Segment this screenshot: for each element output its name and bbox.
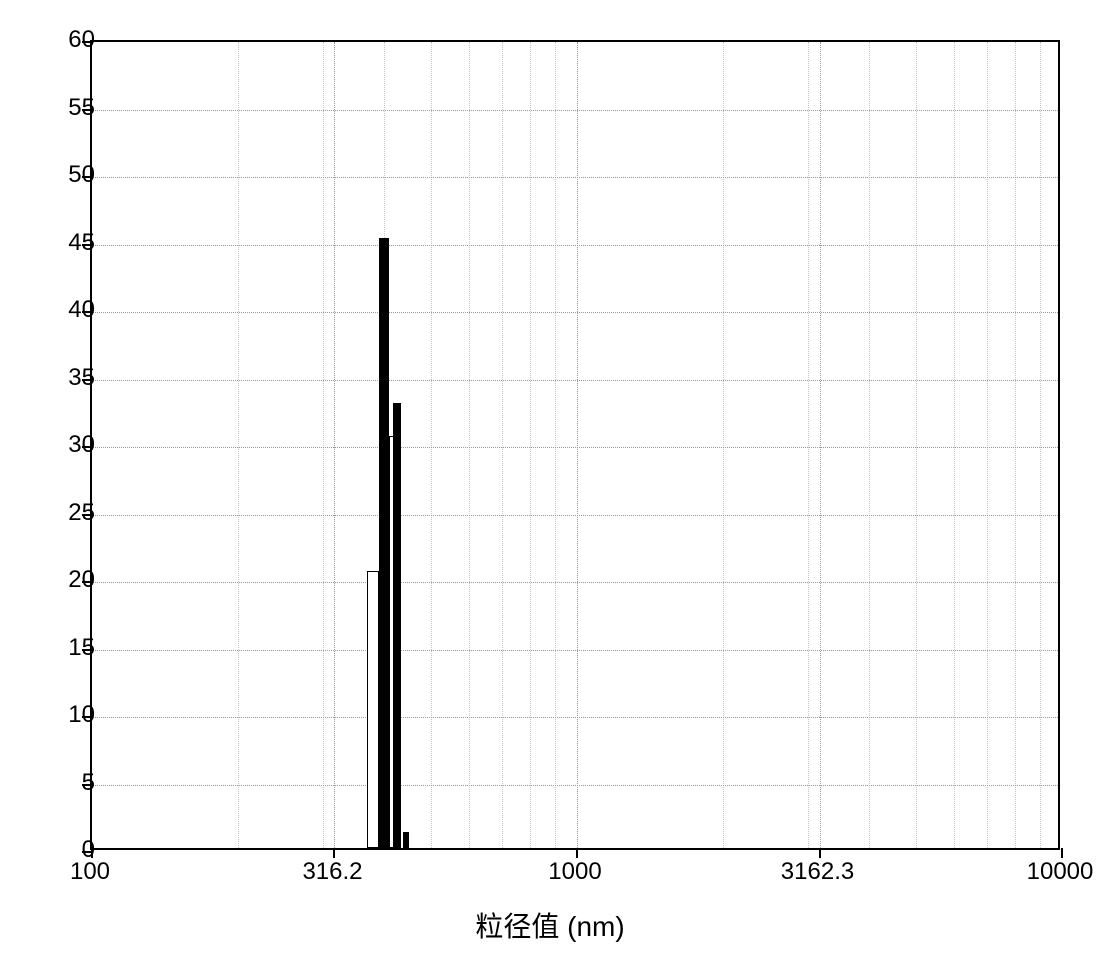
x-axis-title: 粒径值 (nm) xyxy=(475,905,624,945)
y-tick-label: 20 xyxy=(68,566,95,594)
gridline-horizontal xyxy=(92,582,1058,583)
gridline-horizontal xyxy=(92,177,1058,178)
gridline-vertical xyxy=(820,42,821,848)
y-tick-label: 55 xyxy=(68,94,95,122)
gridline-vertical xyxy=(334,42,335,848)
gridline-vertical-minor xyxy=(723,42,724,848)
gridline-vertical-minor xyxy=(431,42,432,848)
y-tick-label: 40 xyxy=(68,296,95,324)
x-tick-label: 316.2 xyxy=(302,858,362,886)
chart-container: 粒径值 (nm) 051015202530354045505560100316.… xyxy=(20,20,1080,940)
y-tick-label: 50 xyxy=(68,161,95,189)
x-tick-label: 10000 xyxy=(1027,858,1094,886)
histogram-bar xyxy=(367,571,379,848)
gridline-vertical-minor xyxy=(530,42,531,848)
gridline-horizontal xyxy=(92,380,1058,381)
x-tick xyxy=(1061,848,1063,858)
gridline-vertical-minor xyxy=(469,42,470,848)
gridline-horizontal xyxy=(92,515,1058,516)
gridline-horizontal xyxy=(92,650,1058,651)
y-tick-label: 35 xyxy=(68,364,95,392)
gridline-vertical xyxy=(577,42,578,848)
x-tick xyxy=(819,848,821,858)
gridline-horizontal xyxy=(92,785,1058,786)
y-tick-label: 15 xyxy=(68,634,95,662)
x-tick-label: 100 xyxy=(70,858,110,886)
gridline-horizontal xyxy=(92,447,1058,448)
x-tick xyxy=(333,848,335,858)
gridline-vertical-minor xyxy=(987,42,988,848)
gridline-horizontal xyxy=(92,245,1058,246)
gridline-vertical-minor xyxy=(555,42,556,848)
gridline-vertical-minor xyxy=(916,42,917,848)
y-tick-label: 10 xyxy=(68,701,95,729)
plot-area xyxy=(90,40,1060,850)
x-tick xyxy=(576,848,578,858)
histogram-bar xyxy=(393,403,401,849)
gridline-vertical-minor xyxy=(954,42,955,848)
y-tick-label: 30 xyxy=(68,431,95,459)
gridline-vertical-minor xyxy=(502,42,503,848)
gridline-horizontal xyxy=(92,312,1058,313)
y-tick-label: 25 xyxy=(68,499,95,527)
histogram-bar xyxy=(379,238,389,848)
y-tick-label: 5 xyxy=(82,769,95,797)
gridline-vertical-minor xyxy=(238,42,239,848)
gridline-horizontal xyxy=(92,717,1058,718)
y-tick-label: 60 xyxy=(68,26,95,54)
x-tick-label: 1000 xyxy=(548,858,601,886)
gridline-vertical-minor xyxy=(808,42,809,848)
gridline-horizontal xyxy=(92,110,1058,111)
x-tick-label: 3162.3 xyxy=(781,858,854,886)
gridline-vertical-minor xyxy=(323,42,324,848)
histogram-bar xyxy=(403,832,409,848)
gridline-vertical-minor xyxy=(869,42,870,848)
y-tick-label: 45 xyxy=(68,229,95,257)
gridline-vertical-minor xyxy=(1015,42,1016,848)
gridline-vertical-minor xyxy=(1040,42,1041,848)
